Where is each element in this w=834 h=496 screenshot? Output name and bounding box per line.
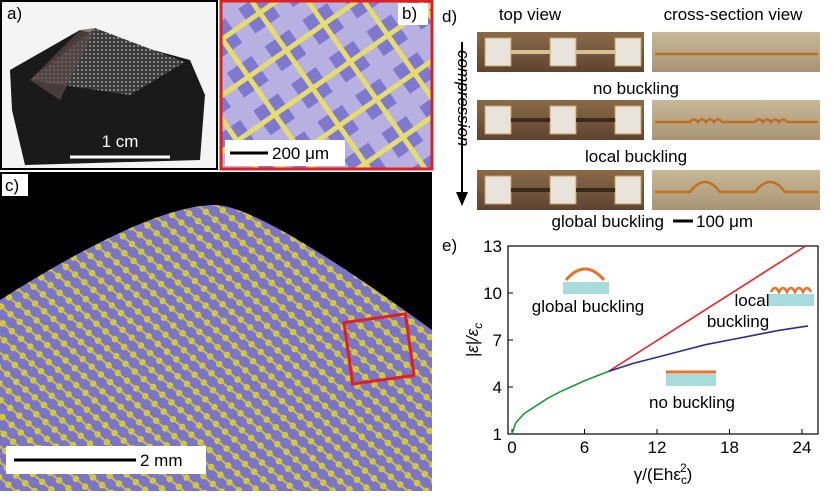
icon-substrate — [768, 294, 814, 306]
x-tick-label: 12 — [648, 438, 667, 457]
series-line — [609, 326, 808, 371]
scale-label: 100 μm — [696, 212, 753, 231]
y-tick-label: 1 — [493, 425, 502, 444]
interconnect — [576, 188, 615, 192]
panel-label: a) — [7, 4, 22, 23]
scale-label: 200 μm — [272, 144, 329, 163]
x-axis-label: γ/(Ehεc2) — [634, 461, 693, 487]
unit-cell — [550, 106, 576, 134]
panel-label: b) — [402, 4, 417, 23]
x-label-end: ) — [687, 465, 693, 484]
y-axis-label: |ε|/εc — [463, 323, 485, 358]
unit-cell — [615, 176, 641, 204]
interconnect — [511, 50, 550, 54]
arrow-label: compression — [454, 50, 473, 146]
panel-label: c) — [5, 176, 19, 195]
icon-wave — [771, 288, 811, 292]
x-label-main: γ/(Ehε — [634, 465, 682, 484]
interconnect — [511, 118, 550, 122]
cross-section-image — [652, 170, 820, 210]
icon-wave — [566, 269, 604, 280]
unit-cell — [485, 38, 511, 66]
unit-cell — [615, 106, 641, 134]
panel-a: a) 1 cm — [1, 1, 217, 169]
column-title: cross-section view — [664, 5, 804, 24]
x-tick-label: 18 — [720, 438, 739, 457]
x-tick-label: 24 — [793, 438, 812, 457]
state-label: no buckling — [593, 79, 679, 98]
icon-substrate — [563, 282, 609, 294]
state-label: global buckling — [552, 212, 664, 231]
annotation: no buckling — [649, 393, 735, 412]
y-tick-label: 13 — [483, 237, 502, 256]
x-tick-label: 6 — [580, 438, 589, 457]
panel-d: d) top view cross-section view compressi… — [442, 5, 820, 231]
interconnect — [576, 50, 615, 54]
panel-c: c) 2 mm — [0, 172, 432, 491]
unit-cell — [485, 106, 511, 134]
panel-label: e) — [442, 236, 457, 255]
unit-cell — [615, 38, 641, 66]
state-label: local buckling — [585, 147, 687, 166]
arrow-head — [456, 192, 468, 206]
series-line — [512, 371, 609, 434]
figure: a) 1 cm b) 200 μm c) 2 mm d) top view cr… — [0, 0, 834, 491]
unit-cell — [550, 38, 576, 66]
scale-label: 1 cm — [102, 132, 139, 151]
unit-cell — [485, 176, 511, 204]
column-title: top view — [499, 5, 562, 24]
y-tick-label: 10 — [483, 284, 502, 303]
interconnect — [576, 118, 615, 122]
annotation: global buckling — [532, 297, 644, 316]
annotation: local — [735, 291, 770, 310]
y-tick-label: 7 — [493, 331, 502, 350]
interconnect — [511, 188, 550, 192]
scale-label: 2 mm — [140, 451, 183, 470]
annotation: buckling — [707, 312, 769, 331]
panel-e: e) global buckling local buckling no buc… — [442, 236, 818, 487]
y-label-main: |ε|/ε — [463, 328, 482, 357]
y-label-sub: c — [471, 323, 485, 329]
x-tick-label: 0 — [507, 438, 516, 457]
y-tick-label: 4 — [493, 378, 502, 397]
cross-section-image — [652, 32, 820, 72]
panel-b: b) 200 μm — [221, 1, 432, 169]
cross-section-image — [652, 100, 820, 140]
unit-cell — [550, 176, 576, 204]
panel-label: d) — [442, 7, 457, 26]
icon-substrate — [666, 374, 716, 386]
